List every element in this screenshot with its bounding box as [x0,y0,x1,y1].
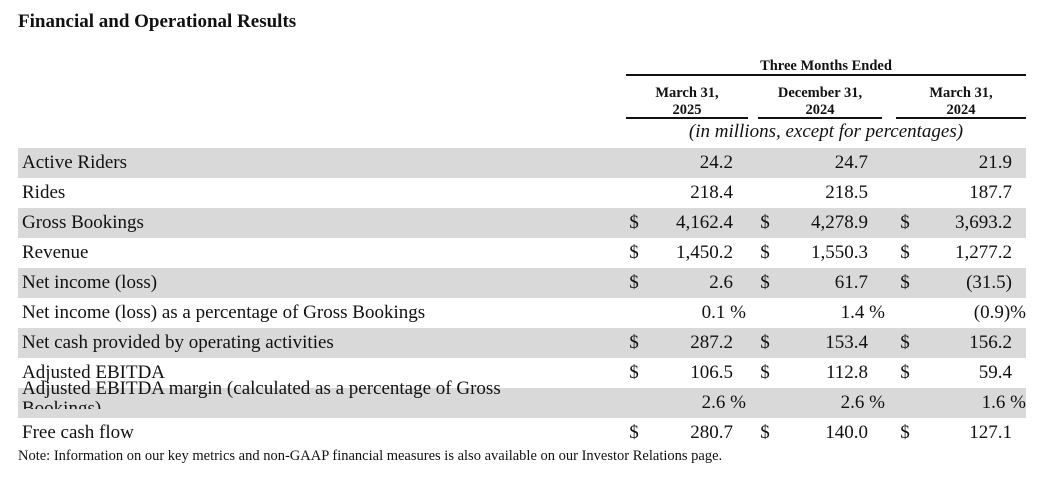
currency-symbol: $ [900,332,910,353]
value-q4-2024: 61.7 [834,272,868,293]
table-row: Adjusted EBITDA $ 106.5 $ 112.8 $ 59.4 [18,358,1026,388]
value-q4-2024: 1.4 % [840,302,885,323]
row-label: Gross Bookings [22,212,144,233]
column-rule-q1-2025 [626,117,748,119]
column-header-line2: 2025 [672,102,702,118]
units-note: (in millions, except for percentages) [688,121,964,142]
value-q1-2025: 4,162.4 [676,212,733,233]
value-q1-2024: 1.6 % [981,392,1026,413]
period-header: Three Months Ended [760,58,892,74]
currency-symbol: $ [900,212,910,233]
header-rule-top [626,74,1026,76]
value-q1-2025: 24.2 [699,152,733,173]
row-label: Revenue [22,242,89,263]
row-label: Active Riders [22,152,128,173]
value-q1-2025: 1,450.2 [676,242,733,263]
value-q1-2025: 106.5 [690,362,733,383]
currency-symbol: $ [760,362,770,383]
value-q1-2024: 3,693.2 [955,212,1012,233]
value-q4-2024: 1,550.3 [811,242,868,263]
value-q1-2024: 21.9 [978,152,1012,173]
table-row: Gross Bookings $ 4,162.4 $ 4,278.9 $ 3,6… [18,208,1026,238]
currency-symbol: $ [760,272,770,293]
value-q4-2024: 2.6 % [840,392,885,413]
row-label: Adjusted EBITDA [22,362,166,383]
row-label: Net income (loss) [22,272,158,293]
table-row: Net income (loss) $ 2.6 $ 61.7 $ (31.5) [18,268,1026,298]
footnote: Note: Information on our key metrics and… [18,448,723,464]
value-q1-2025: 2.6 [709,272,733,293]
value-q1-2024: 156.2 [969,332,1012,353]
column-header-q1-2025: March 31, 2025 [626,85,748,119]
currency-symbol: $ [629,272,639,293]
value-q1-2024: 59.4 [978,362,1012,383]
row-label: Net cash provided by operating activitie… [22,332,334,353]
currency-symbol: $ [629,242,639,263]
value-q4-2024: 218.5 [825,182,868,203]
value-q4-2024: 153.4 [825,332,868,353]
currency-symbol: $ [629,422,639,443]
currency-symbol: $ [900,362,910,383]
value-q1-2025: 218.4 [690,182,733,203]
column-header-line2: 2024 [805,102,835,118]
column-header-line2: 2024 [946,102,976,118]
row-label: Rides [22,182,66,203]
value-q1-2024: 187.7 [969,182,1012,203]
table-row: Free cash flow $ 280.7 $ 140.0 $ 127.1 [18,418,1026,448]
currency-symbol: $ [760,332,770,353]
row-label: Adjusted EBITDA margin (calculated as a … [22,379,501,409]
table-row: Net income (loss) as a percentage of Gro… [18,298,1026,328]
currency-symbol: $ [629,212,639,233]
currency-symbol: $ [629,332,639,353]
column-rule-q1-2024 [896,117,1026,119]
value-q4-2024: 140.0 [825,422,868,443]
value-q1-2024: (31.5) [966,272,1012,293]
row-label: Free cash flow [22,422,134,443]
value-q1-2025: 287.2 [690,332,733,353]
value-q1-2025: 0.1 % [701,302,746,323]
column-header-q4-2024: December 31, 2024 [758,85,882,119]
column-header-q1-2024: March 31, 2024 [896,85,1026,119]
currency-symbol: $ [900,272,910,293]
column-header-line1: March 31, [655,85,719,101]
column-header-line1: March 31, [929,85,993,101]
value-q1-2024: (0.9)% [973,302,1026,323]
table-row: Rides 218.4 218.5 187.7 [18,178,1026,208]
value-q4-2024: 4,278.9 [811,212,868,233]
table-row: Net cash provided by operating activitie… [18,328,1026,358]
row-label: Net income (loss) as a percentage of Gro… [22,302,426,323]
column-rule-q4-2024 [758,117,882,119]
value-q4-2024: 112.8 [825,362,868,383]
value-q1-2025: 2.6 % [701,392,746,413]
currency-symbol: $ [760,242,770,263]
value-q1-2024: 1,277.2 [955,242,1012,263]
currency-symbol: $ [900,242,910,263]
currency-symbol: $ [760,212,770,233]
table-row: Adjusted EBITDA margin (calculated as a … [18,379,1026,418]
table-row: Revenue $ 1,450.2 $ 1,550.3 $ 1,277.2 [18,238,1026,268]
currency-symbol: $ [900,422,910,443]
value-q4-2024: 24.7 [834,152,868,173]
value-q1-2024: 127.1 [969,422,1012,443]
page-title: Financial and Operational Results [18,11,297,32]
value-q1-2025: 280.7 [690,422,733,443]
column-header-line1: December 31, [777,85,863,101]
currency-symbol: $ [760,422,770,443]
currency-symbol: $ [629,362,639,383]
table-row: Active Riders 24.2 24.7 21.9 [18,148,1026,178]
